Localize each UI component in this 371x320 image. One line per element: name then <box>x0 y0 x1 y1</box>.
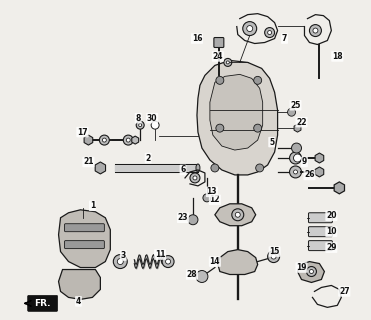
Circle shape <box>267 31 272 35</box>
Circle shape <box>267 251 280 262</box>
Circle shape <box>265 28 275 37</box>
Text: 10: 10 <box>326 227 336 236</box>
Circle shape <box>293 156 298 160</box>
Circle shape <box>254 76 262 84</box>
Circle shape <box>203 194 211 202</box>
Text: 25: 25 <box>290 101 301 110</box>
Polygon shape <box>197 60 278 175</box>
Text: 27: 27 <box>339 287 349 296</box>
Circle shape <box>136 121 144 129</box>
Text: 24: 24 <box>213 52 223 61</box>
Polygon shape <box>218 250 258 275</box>
Text: 16: 16 <box>192 34 202 43</box>
Text: 20: 20 <box>326 211 336 220</box>
Circle shape <box>289 152 302 164</box>
Circle shape <box>226 61 229 64</box>
Circle shape <box>196 270 208 283</box>
FancyBboxPatch shape <box>28 295 58 311</box>
Text: 18: 18 <box>332 52 343 61</box>
Circle shape <box>232 209 244 221</box>
Text: 22: 22 <box>296 118 307 127</box>
Polygon shape <box>298 261 324 283</box>
Text: 3: 3 <box>121 251 126 260</box>
Circle shape <box>211 164 219 172</box>
Circle shape <box>216 124 224 132</box>
Circle shape <box>99 135 109 145</box>
Circle shape <box>247 26 253 32</box>
Circle shape <box>193 176 197 180</box>
Ellipse shape <box>196 164 200 172</box>
Circle shape <box>306 267 316 276</box>
FancyBboxPatch shape <box>308 227 332 237</box>
Circle shape <box>293 170 298 174</box>
Circle shape <box>235 212 240 217</box>
FancyBboxPatch shape <box>308 241 332 251</box>
Circle shape <box>151 121 159 129</box>
Text: 9: 9 <box>302 157 307 166</box>
Text: 19: 19 <box>296 263 307 272</box>
Circle shape <box>190 173 200 183</box>
Circle shape <box>254 124 262 132</box>
Circle shape <box>224 59 232 67</box>
Polygon shape <box>210 74 263 150</box>
Circle shape <box>243 22 257 36</box>
Text: 17: 17 <box>77 128 88 137</box>
Circle shape <box>102 138 106 142</box>
Text: 13: 13 <box>207 188 217 196</box>
Circle shape <box>293 154 302 162</box>
Polygon shape <box>59 269 101 300</box>
Text: 14: 14 <box>210 257 220 266</box>
Text: 23: 23 <box>178 213 188 222</box>
FancyBboxPatch shape <box>65 224 104 232</box>
Circle shape <box>216 76 224 84</box>
Text: 26: 26 <box>304 171 315 180</box>
Circle shape <box>271 254 276 259</box>
FancyBboxPatch shape <box>214 37 224 47</box>
Circle shape <box>289 166 302 178</box>
Text: 6: 6 <box>180 165 186 174</box>
Text: 7: 7 <box>282 34 287 43</box>
Text: 12: 12 <box>210 195 220 204</box>
Circle shape <box>309 25 321 36</box>
FancyBboxPatch shape <box>308 213 332 223</box>
FancyBboxPatch shape <box>65 241 104 249</box>
Circle shape <box>126 138 130 142</box>
Circle shape <box>165 259 171 264</box>
Circle shape <box>117 259 123 265</box>
Circle shape <box>288 108 296 116</box>
Circle shape <box>123 135 133 145</box>
Circle shape <box>313 28 318 33</box>
Text: 11: 11 <box>155 250 165 259</box>
Text: 8: 8 <box>135 114 141 123</box>
Circle shape <box>113 255 127 268</box>
Text: 5: 5 <box>269 138 274 147</box>
Text: 28: 28 <box>187 270 197 279</box>
Text: 4: 4 <box>76 297 81 306</box>
Circle shape <box>309 269 313 274</box>
Text: 29: 29 <box>326 243 336 252</box>
Text: 21: 21 <box>83 157 93 166</box>
Text: 2: 2 <box>145 154 151 163</box>
Circle shape <box>139 124 142 127</box>
Circle shape <box>162 256 174 268</box>
Circle shape <box>292 143 302 153</box>
Circle shape <box>256 164 264 172</box>
Polygon shape <box>215 204 256 226</box>
Circle shape <box>188 215 198 225</box>
Text: 30: 30 <box>147 114 157 123</box>
Polygon shape <box>59 210 110 268</box>
Text: FR.: FR. <box>35 299 51 308</box>
Text: 15: 15 <box>269 247 280 256</box>
Text: 1: 1 <box>90 201 95 210</box>
